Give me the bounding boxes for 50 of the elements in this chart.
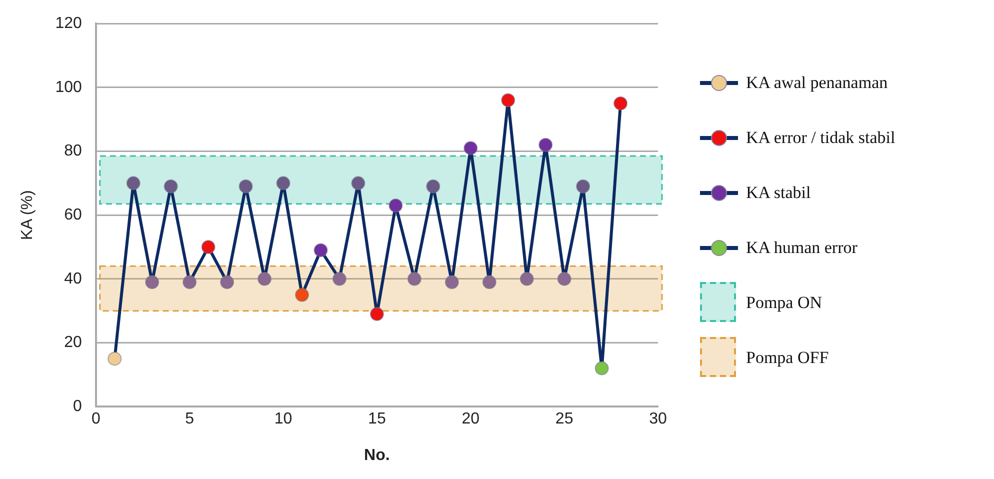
y-tick-label: 120 bbox=[55, 15, 82, 32]
point bbox=[501, 93, 516, 108]
point bbox=[126, 176, 140, 190]
point bbox=[388, 198, 403, 213]
point bbox=[201, 240, 216, 254]
x-tick-label: 30 bbox=[649, 410, 667, 428]
point bbox=[576, 179, 590, 194]
x-axis-title: No. bbox=[364, 446, 390, 464]
legend-label: KA error / tidak stabil bbox=[746, 128, 896, 148]
x-tick-label: 25 bbox=[555, 410, 574, 428]
point bbox=[594, 361, 609, 376]
point bbox=[370, 307, 384, 322]
point bbox=[220, 275, 234, 290]
point bbox=[332, 272, 346, 286]
y-tick-label: 80 bbox=[64, 142, 82, 160]
point bbox=[426, 179, 440, 194]
point bbox=[164, 179, 178, 194]
x-tick-label: 20 bbox=[462, 410, 480, 428]
y-tick-label: 100 bbox=[55, 78, 82, 96]
legend-label: KA awal penanaman bbox=[746, 72, 888, 92]
point bbox=[145, 275, 160, 290]
y-tick-label: 0 bbox=[72, 398, 82, 416]
point bbox=[295, 288, 309, 302]
x-tick-label: 10 bbox=[274, 410, 292, 428]
y-tick-label: 40 bbox=[64, 270, 82, 288]
point bbox=[407, 272, 422, 286]
y-tick-label: 60 bbox=[64, 206, 82, 224]
point bbox=[182, 275, 197, 290]
point bbox=[520, 272, 534, 286]
point bbox=[538, 138, 553, 152]
point bbox=[557, 272, 572, 286]
point bbox=[444, 275, 459, 290]
point bbox=[464, 141, 478, 156]
point bbox=[108, 352, 122, 366]
point bbox=[238, 179, 253, 194]
x-tick-label: 15 bbox=[368, 410, 386, 428]
legend-label: Pompa ON bbox=[746, 292, 822, 312]
x-tick-label: 0 bbox=[91, 410, 100, 428]
y-tick-label: 20 bbox=[64, 334, 82, 352]
legend-label: KA human error bbox=[746, 238, 858, 258]
legend-label: KA stabil bbox=[746, 182, 811, 202]
point bbox=[351, 176, 366, 190]
y-axis-title: KA (%) bbox=[19, 190, 36, 240]
x-tick-label: 5 bbox=[185, 410, 194, 428]
point bbox=[258, 272, 272, 286]
legend-label: Pompa OFF bbox=[746, 348, 829, 368]
point bbox=[482, 275, 496, 290]
point bbox=[276, 176, 290, 190]
point bbox=[614, 96, 628, 110]
point bbox=[314, 243, 328, 258]
